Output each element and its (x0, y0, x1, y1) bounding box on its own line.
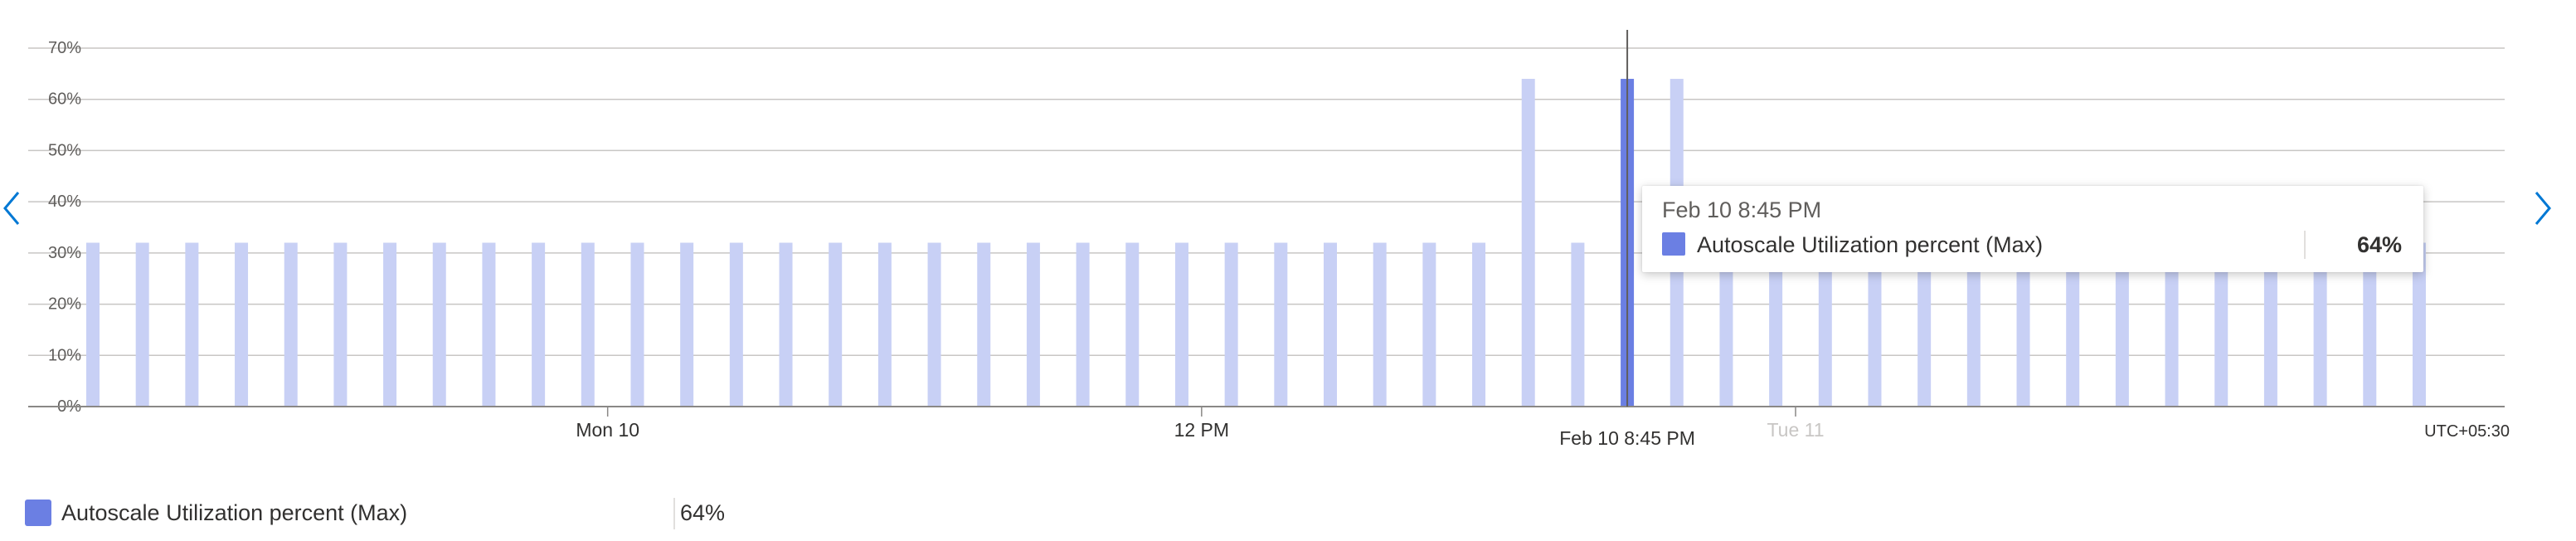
chevron-right-icon[interactable] (2530, 188, 2554, 229)
bar[interactable] (333, 242, 348, 407)
timezone-label: UTC+05:30 (2424, 422, 2510, 441)
bar[interactable] (2412, 242, 2426, 407)
y-tick-label: 20% (48, 295, 81, 314)
bar[interactable] (135, 242, 149, 407)
bar[interactable] (383, 242, 397, 407)
bar[interactable] (1868, 242, 1882, 407)
bars (86, 79, 2426, 407)
bar[interactable] (1472, 242, 1486, 407)
bar[interactable] (1174, 242, 1188, 407)
bar[interactable] (829, 242, 843, 407)
hover-cursor: Feb 10 8:45 PM (1559, 30, 1695, 449)
bar[interactable] (1076, 242, 1090, 407)
bar[interactable] (1274, 242, 1288, 407)
bar[interactable] (1818, 242, 1832, 407)
bar[interactable] (630, 242, 644, 407)
y-tick-label: 40% (48, 193, 81, 211)
bar[interactable] (977, 242, 991, 407)
bar[interactable] (2313, 242, 2327, 407)
bar[interactable] (779, 242, 793, 407)
bar[interactable] (1026, 242, 1040, 407)
bar[interactable] (284, 242, 298, 407)
bar[interactable] (1521, 79, 1535, 407)
bar[interactable] (1966, 242, 1981, 407)
y-tick-label: 10% (48, 346, 81, 364)
y-tick-label: 70% (48, 39, 81, 57)
tooltip-divider (2304, 231, 2306, 259)
bar[interactable] (729, 242, 743, 407)
tooltip-time: Feb 10 8:45 PM (1662, 197, 1822, 222)
bar[interactable] (1373, 242, 1387, 407)
bar[interactable] (2115, 242, 2129, 407)
y-axis: 0%10%20%30%40%50%60%70% (48, 39, 81, 416)
cursor-time-label: Feb 10 8:45 PM (1559, 427, 1695, 449)
x-tick-label: Tue 11 (1767, 419, 1824, 441)
bar[interactable] (432, 242, 446, 407)
legend-series-name[interactable]: Autoscale Utilization percent (Max) (61, 500, 408, 525)
legend-series-swatch (25, 500, 51, 526)
tooltip-value: 64% (2356, 232, 2402, 257)
y-tick-label: 50% (48, 141, 81, 159)
bar[interactable] (185, 242, 199, 407)
bar[interactable] (1224, 242, 1238, 407)
bar[interactable] (581, 242, 595, 407)
x-tick-label: Mon 10 (576, 419, 639, 441)
bar[interactable] (532, 242, 546, 407)
bar[interactable] (927, 242, 941, 407)
bar[interactable] (2263, 242, 2277, 407)
bar[interactable] (482, 242, 496, 407)
bar[interactable] (680, 242, 694, 407)
bar[interactable] (2214, 242, 2228, 407)
bar[interactable] (1324, 242, 1337, 407)
bar[interactable] (235, 242, 249, 407)
bar[interactable] (1719, 242, 1733, 407)
y-tick-label: 60% (48, 90, 81, 109)
bar[interactable] (1571, 242, 1585, 407)
chart-tooltip: Feb 10 8:45 PM Autoscale Utilization per… (1642, 186, 2423, 272)
chart-legend[interactable]: Autoscale Utilization percent (Max) 64% (25, 498, 771, 531)
y-tick-label: 30% (48, 244, 81, 262)
chevron-left-icon[interactable] (0, 188, 25, 229)
bar[interactable] (1422, 242, 1436, 407)
tooltip-series-swatch (1662, 232, 1685, 256)
bar[interactable] (2016, 242, 2030, 407)
tooltip-series-name: Autoscale Utilization percent (Max) (1697, 232, 2044, 257)
bar[interactable] (877, 242, 892, 407)
legend-series-value: 64% (680, 500, 726, 525)
bar[interactable] (1769, 242, 1783, 407)
bar[interactable] (2363, 242, 2377, 407)
bar[interactable] (2066, 242, 2080, 407)
bar[interactable] (1917, 242, 1932, 407)
bar[interactable] (2165, 242, 2179, 407)
x-axis-labels: Mon 10 12 PM Tue 11 UTC+05:30 (576, 407, 2510, 441)
x-tick-label: 12 PM (1174, 419, 1229, 441)
legend-divider (673, 498, 675, 529)
bar[interactable] (86, 242, 100, 407)
bar[interactable] (1125, 242, 1140, 407)
